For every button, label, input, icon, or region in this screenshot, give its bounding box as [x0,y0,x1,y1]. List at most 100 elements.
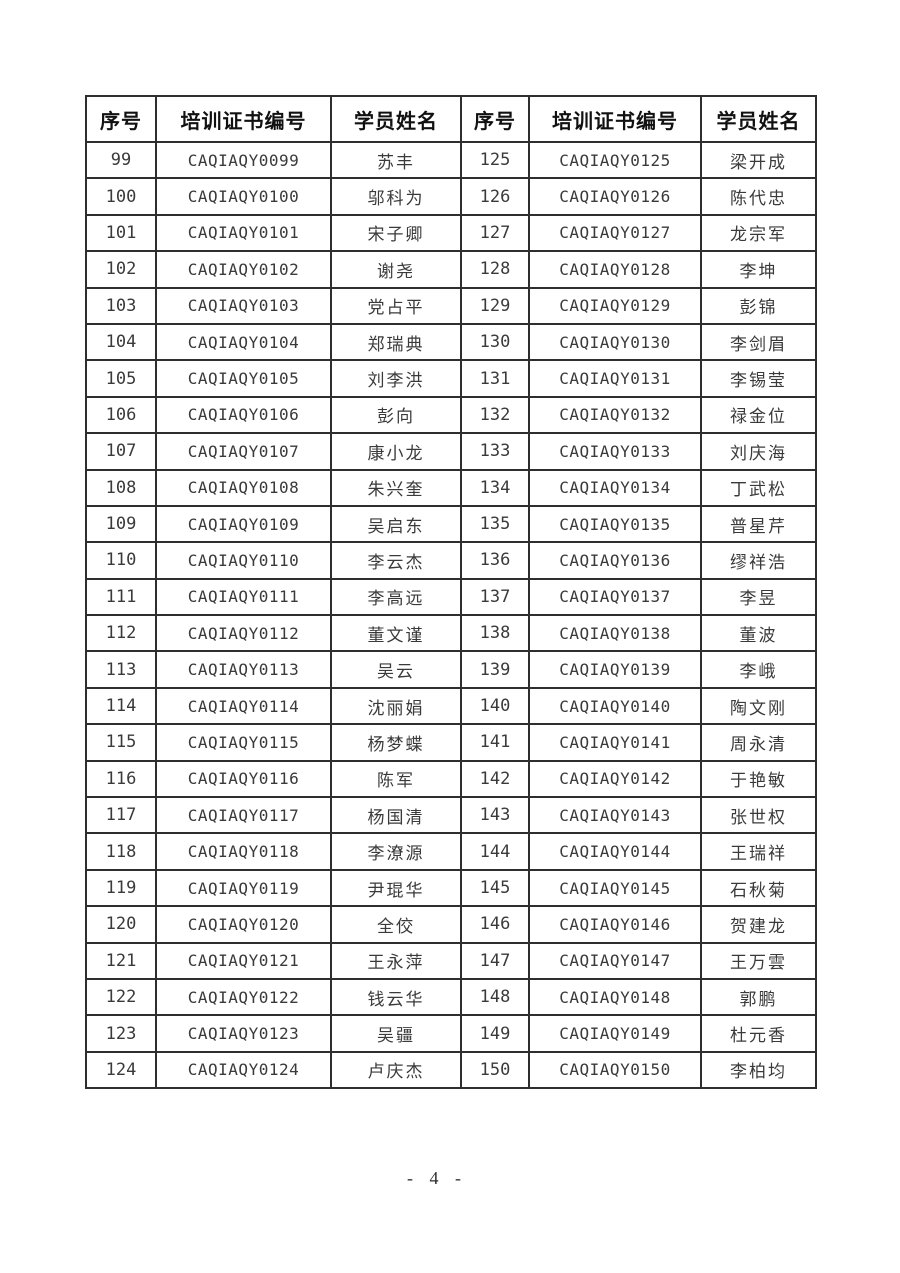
name-cell: 普星芹 [700,504,817,544]
cert-number-cell: CAQIAQY0135 [528,504,702,544]
header-cert-left: 培训证书编号 [155,95,332,143]
table-row: 123 CAQIAQY0123 吴疆 149 CAQIAQY0149 杜元香 [85,1014,817,1053]
name-cell: 尹琨华 [330,868,462,908]
cert-number-cell: CAQIAQY0139 [528,650,702,689]
serial-cell: 127 [460,213,530,253]
table-row: 115 CAQIAQY0115 杨梦蝶 141 CAQIAQY0141 周永清 [85,723,817,762]
name-cell: 沈丽娟 [330,686,462,726]
serial-cell: 121 [85,941,157,980]
serial-cell: 145 [460,868,530,908]
cert-number-cell: CAQIAQY0134 [528,468,702,507]
cert-number-cell: CAQIAQY0099 [155,140,332,180]
name-cell: 王永萍 [330,941,462,980]
cert-number-cell: CAQIAQY0112 [155,614,332,653]
name-cell: 丁武松 [700,468,817,507]
name-cell: 李坤 [700,250,817,289]
name-cell: 李锡莹 [700,359,817,398]
serial-cell: 116 [85,759,157,799]
cert-number-cell: CAQIAQY0105 [155,359,332,398]
serial-cell: 144 [460,832,530,871]
table-row: 124 CAQIAQY0124 卢庆杰 150 CAQIAQY0150 李柏均 [85,1050,817,1090]
name-cell: 王瑞祥 [700,832,817,871]
serial-cell: 120 [85,905,157,944]
name-cell: 石秋菊 [700,868,817,908]
table-row: 118 CAQIAQY0118 李潦源 144 CAQIAQY0144 王瑞祥 [85,832,817,871]
name-cell: 李云杰 [330,541,462,580]
name-cell: 刘李洪 [330,359,462,398]
table-row: 99 CAQIAQY0099 苏丰 125 CAQIAQY0125 梁开成 [85,140,817,180]
cert-number-cell: CAQIAQY0106 [155,395,332,435]
name-cell: 李柏均 [700,1050,817,1090]
name-cell: 全佼 [330,905,462,944]
cert-number-cell: CAQIAQY0116 [155,759,332,799]
serial-cell: 124 [85,1050,157,1090]
name-cell: 缪祥浩 [700,541,817,580]
header-serial-right: 序号 [460,95,530,143]
cert-number-cell: CAQIAQY0138 [528,614,702,653]
name-cell: 李昱 [700,577,817,617]
table-row: 105 CAQIAQY0105 刘李洪 131 CAQIAQY0131 李锡莹 [85,359,817,398]
cert-number-cell: CAQIAQY0122 [155,977,332,1017]
cert-number-cell: CAQIAQY0103 [155,286,332,325]
table-row: 103 CAQIAQY0103 党占平 129 CAQIAQY0129 彭锦 [85,286,817,325]
serial-cell: 132 [460,395,530,435]
serial-cell: 129 [460,286,530,325]
serial-cell: 126 [460,177,530,216]
cert-number-cell: CAQIAQY0126 [528,177,702,216]
cert-number-cell: CAQIAQY0108 [155,468,332,507]
serial-cell: 131 [460,359,530,398]
name-cell: 杨梦蝶 [330,723,462,762]
serial-cell: 123 [85,1014,157,1053]
cert-number-cell: CAQIAQY0111 [155,577,332,617]
table-row: 113 CAQIAQY0113 吴云 139 CAQIAQY0139 李峨 [85,650,817,689]
serial-cell: 112 [85,614,157,653]
name-cell: 贺建龙 [700,905,817,944]
cert-number-cell: CAQIAQY0119 [155,868,332,908]
cert-number-cell: CAQIAQY0117 [155,796,332,835]
name-cell: 陈代忠 [700,177,817,216]
header-serial-left: 序号 [85,95,157,143]
cert-number-cell: CAQIAQY0120 [155,905,332,944]
table-row: 107 CAQIAQY0107 康小龙 133 CAQIAQY0133 刘庆海 [85,432,817,471]
name-cell: 周永清 [700,723,817,762]
name-cell: 卢庆杰 [330,1050,462,1090]
serial-cell: 146 [460,905,530,944]
name-cell: 杨国清 [330,796,462,835]
cert-number-cell: CAQIAQY0146 [528,905,702,944]
serial-cell: 133 [460,432,530,471]
serial-cell: 105 [85,359,157,398]
name-cell: 邬科为 [330,177,462,216]
cert-number-cell: CAQIAQY0128 [528,250,702,289]
serial-cell: 128 [460,250,530,289]
name-cell: 王万雲 [700,941,817,980]
serial-cell: 122 [85,977,157,1017]
serial-cell: 140 [460,686,530,726]
serial-cell: 104 [85,322,157,362]
name-cell: 陶文刚 [700,686,817,726]
name-cell: 苏丰 [330,140,462,180]
name-cell: 宋子卿 [330,213,462,253]
table-row: 110 CAQIAQY0110 李云杰 136 CAQIAQY0136 缪祥浩 [85,541,817,580]
table-row: 102 CAQIAQY0102 谢尧 128 CAQIAQY0128 李坤 [85,250,817,289]
name-cell: 吴云 [330,650,462,689]
serial-cell: 114 [85,686,157,726]
table-row: 120 CAQIAQY0120 全佼 146 CAQIAQY0146 贺建龙 [85,905,817,944]
cert-number-cell: CAQIAQY0104 [155,322,332,362]
header-name-left: 学员姓名 [330,95,462,143]
cert-number-cell: CAQIAQY0140 [528,686,702,726]
serial-cell: 130 [460,322,530,362]
table-row: 112 CAQIAQY0112 董文谨 138 CAQIAQY0138 董波 [85,614,817,653]
serial-cell: 148 [460,977,530,1017]
serial-cell: 147 [460,941,530,980]
table-row: 111 CAQIAQY0111 李高远 137 CAQIAQY0137 李昱 [85,577,817,617]
table-row: 116 CAQIAQY0116 陈军 142 CAQIAQY0142 于艳敏 [85,759,817,799]
name-cell: 李峨 [700,650,817,689]
cert-number-cell: CAQIAQY0110 [155,541,332,580]
name-cell: 吴疆 [330,1014,462,1053]
cert-number-cell: CAQIAQY0130 [528,322,702,362]
name-cell: 禄金位 [700,395,817,435]
cert-number-cell: CAQIAQY0101 [155,213,332,253]
serial-cell: 137 [460,577,530,617]
cert-number-cell: CAQIAQY0150 [528,1050,702,1090]
